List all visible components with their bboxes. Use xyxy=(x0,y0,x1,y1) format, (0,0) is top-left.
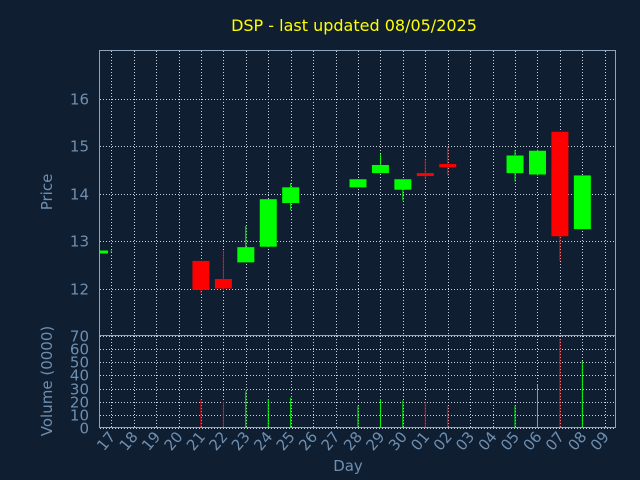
candle-body xyxy=(551,131,569,237)
volume-tick-label: 30 xyxy=(70,381,89,399)
candle-08 xyxy=(573,175,591,230)
x-tick-label: 04 xyxy=(475,428,501,454)
candle-25 xyxy=(282,183,300,211)
x-tick-label: 02 xyxy=(430,428,456,454)
candle-body xyxy=(528,150,546,175)
candle-body xyxy=(573,175,591,230)
x-tick-labels: 1718192021222324252627282930010203040506… xyxy=(93,428,613,454)
price-tick-label: 13 xyxy=(70,233,89,251)
candle-body xyxy=(282,187,300,203)
x-tick-label: 24 xyxy=(250,428,276,454)
price-candles xyxy=(100,131,591,294)
price-axis-label: Price xyxy=(38,174,56,211)
x-tick-label: 22 xyxy=(205,428,231,454)
candle-22 xyxy=(214,250,232,290)
candle-body xyxy=(214,279,232,289)
candle-body xyxy=(259,199,277,247)
candle-06 xyxy=(528,149,546,176)
volume-panel-frame xyxy=(99,335,616,428)
volume-tick-label: 50 xyxy=(70,354,89,372)
price-gridlines xyxy=(100,51,616,336)
volume-tick-label: 10 xyxy=(70,407,89,425)
x-tick-label: 05 xyxy=(497,428,523,454)
candle-body xyxy=(237,247,255,263)
candle-body xyxy=(394,179,412,190)
candle-21 xyxy=(192,260,210,294)
x-tick-label: 27 xyxy=(318,428,344,454)
x-tick-label: 03 xyxy=(452,428,478,454)
price-panel: 12 13 14 15 16 Price xyxy=(38,50,616,336)
candle-body xyxy=(439,164,457,168)
volume-bars xyxy=(200,338,583,428)
x-tick-label: 30 xyxy=(385,428,411,454)
volume-tick-label: 20 xyxy=(70,394,89,412)
x-tick-label: 17 xyxy=(93,428,119,454)
candle-05 xyxy=(506,149,524,182)
x-tick-label: 19 xyxy=(138,428,164,454)
candle-body xyxy=(416,173,434,177)
chart-title: DSP - last updated 08/05/2025 xyxy=(231,16,477,35)
price-panel-frame xyxy=(99,50,616,336)
candle-02 xyxy=(439,146,457,176)
candle-29 xyxy=(371,154,389,174)
candle-body xyxy=(371,165,389,174)
candle-28 xyxy=(349,179,367,188)
candle-body xyxy=(506,155,524,174)
x-tick-label: 28 xyxy=(340,428,366,454)
x-tick-label: 20 xyxy=(161,428,187,454)
x-tick-label: 07 xyxy=(542,428,568,454)
volume-gridlines xyxy=(100,336,616,429)
candle-23 xyxy=(237,225,255,263)
candle-24 xyxy=(259,199,277,247)
x-tick-label: 08 xyxy=(564,428,590,454)
price-tick-label: 15 xyxy=(70,138,89,156)
volume-axis-label: Volume (0000) xyxy=(38,326,56,436)
candle-17 xyxy=(100,250,112,254)
price-tick-label: 12 xyxy=(70,281,89,299)
candle-body xyxy=(349,179,367,188)
x-tick-label: 01 xyxy=(407,428,433,454)
candle-body xyxy=(100,250,108,254)
price-tick-label: 16 xyxy=(70,91,89,109)
x-tick-label: 06 xyxy=(519,428,545,454)
candle-01 xyxy=(416,159,434,180)
x-tick-label: 09 xyxy=(587,428,613,454)
x-tick-label: 29 xyxy=(362,428,388,454)
x-tick-label: 26 xyxy=(295,428,321,454)
volume-tick-label: 0 xyxy=(79,420,89,438)
x-axis-label: Day xyxy=(333,457,363,475)
volume-tick-label: 70 xyxy=(70,328,89,346)
x-tick-label: 23 xyxy=(228,428,254,454)
volume-tick-label: 60 xyxy=(70,341,89,359)
candle-body xyxy=(192,260,210,290)
price-tick-labels: 12 13 14 15 16 xyxy=(70,91,89,299)
candle-30 xyxy=(394,179,412,201)
x-tick-label: 18 xyxy=(116,428,142,454)
price-tick-label: 14 xyxy=(70,186,89,204)
candle-07 xyxy=(551,131,569,261)
x-tick-label: 21 xyxy=(183,428,209,454)
x-tick-label: 25 xyxy=(273,428,299,454)
volume-tick-label: 40 xyxy=(70,367,89,385)
